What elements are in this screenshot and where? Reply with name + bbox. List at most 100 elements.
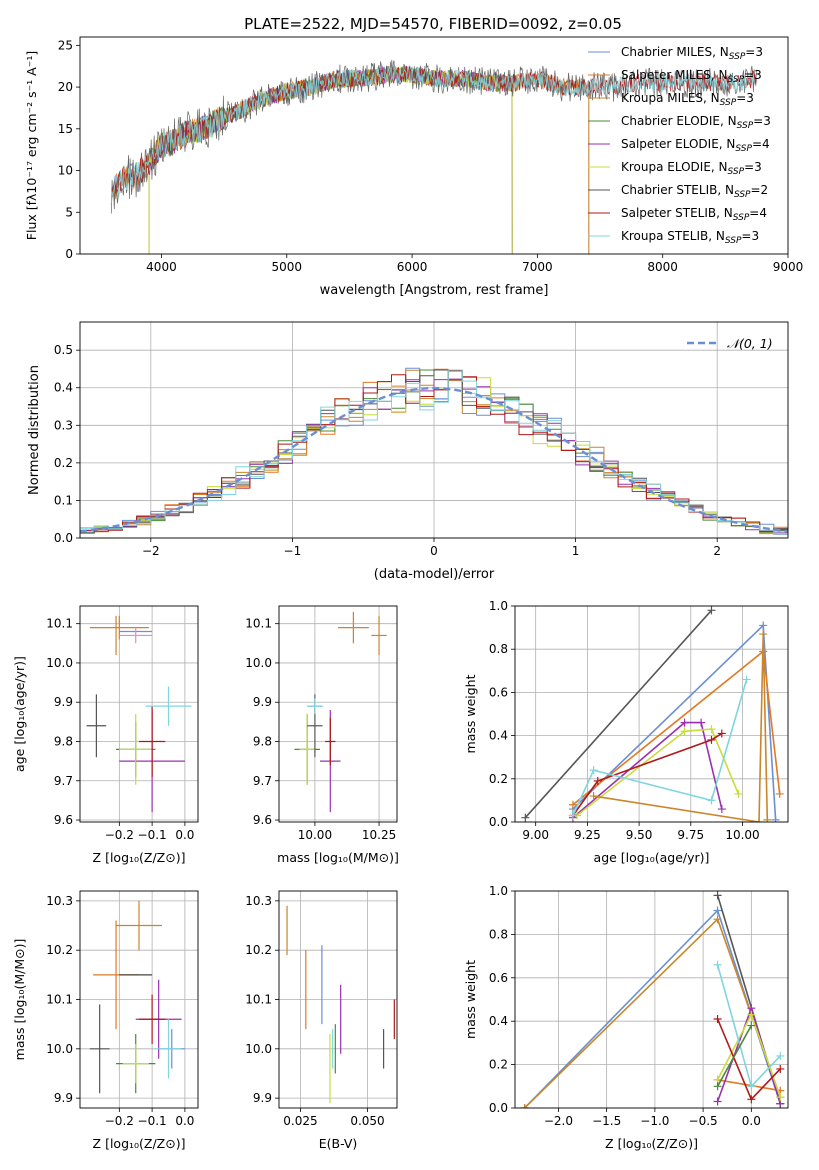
axes-frame	[278, 890, 398, 1109]
x-axis-label: (data-model)/error	[374, 567, 495, 582]
x-tick-label: 0.0	[742, 1114, 761, 1128]
axes-frame	[278, 605, 398, 823]
axes-frame	[79, 890, 199, 1109]
weight-marker	[755, 818, 764, 822]
weight-marker	[568, 811, 577, 820]
x-tick-label: 10.00	[725, 828, 759, 842]
x-tick-label: 0.025	[283, 1114, 317, 1128]
age_vs_Z-panel: −0.2 −0.1 0.0 9.6 9.7 9.8 9.9 10.0 10.1 Z [log₁₀(…	[12, 605, 199, 865]
weight-marker	[707, 796, 716, 805]
axes-frame	[79, 36, 789, 255]
x-axis-label: Z [log₁₀(Z/Z⊙)]	[605, 1136, 698, 1151]
data-point	[155, 1019, 182, 1079]
x-tick-label: 5000	[271, 260, 302, 274]
weight-marker	[734, 789, 743, 798]
x-tick-label: 10.25	[362, 828, 396, 842]
weight-series-line	[593, 634, 769, 822]
weight-marker	[776, 1064, 785, 1073]
weight-series-line	[572, 732, 723, 816]
weight-series-line	[576, 728, 740, 817]
y-tick-label: 0.4	[489, 729, 508, 743]
x-tick-label: 4000	[146, 260, 177, 274]
weight-marker	[759, 630, 768, 639]
x-axis-label: E(B-V)	[319, 1136, 358, 1151]
weight-marker	[680, 727, 689, 736]
y-tick-label: 0.4	[54, 381, 73, 395]
y-tick-label: 10.3	[46, 894, 73, 908]
legend-entry: Chabrier MILES, NSSP=3	[621, 45, 763, 62]
weight-series-line	[572, 679, 748, 816]
legend-entry: Salpeter ELODIE, NSSP=4	[621, 137, 770, 154]
y-tick-label: 0.6	[489, 971, 508, 985]
weight_vs_age-panel: 9.00 9.25 9.50 9.75 10.00 0.0 0.2 0.4 0.6 0.8 1.0 a…	[463, 599, 789, 865]
spectrum-panel: 4000 5000 6000 7000 8000 9000 0 5 10 15 20 25 wavele…	[24, 36, 804, 298]
weight-marker	[771, 815, 780, 822]
y-tick-label: 10.1	[245, 993, 272, 1007]
data-point	[122, 1043, 149, 1084]
y-tick-label: 9.7	[253, 774, 272, 788]
weight-series-line	[717, 1079, 781, 1092]
x-tick-label: −2	[142, 544, 160, 558]
y-tick-label: 10.3	[245, 894, 272, 908]
weight_vs_Z-panel: −2.0 −1.5 −1.0 −0.5 0.0 0.0 0.2 0.4 0.6 0.8 1.0 Z […	[463, 884, 789, 1151]
weight-marker	[713, 1015, 722, 1024]
y-tick-label: 1.0	[489, 884, 508, 898]
x-axis-label: Z [log₁₀(Z/Z⊙)]	[93, 850, 186, 865]
axes-frame	[79, 605, 199, 823]
x-tick-label: −1.5	[592, 1114, 621, 1128]
data-point	[338, 611, 369, 644]
weight-marker	[713, 1082, 722, 1091]
y-tick-label: 0.8	[489, 927, 508, 941]
x-tick-label: −0.1	[138, 828, 167, 842]
axes-frame	[514, 605, 789, 823]
legend: Chabrier MILES, NSSP=3 Salpeter MILES, NS…	[588, 45, 771, 246]
mass_vs_ebv-panel: 0.025 0.050 9.9 10.0 10.1 10.2 10.3 E(B-V)	[245, 890, 398, 1151]
legend-entry: 𝒩(0, 1)	[727, 336, 773, 351]
x-tick-label: 0.0	[175, 1114, 194, 1128]
y-axis-label: mass [log₁₀(M/M⊙)]	[12, 939, 27, 1061]
weight-marker	[717, 805, 726, 814]
x-tick-label: −1.0	[640, 1114, 669, 1128]
data-point	[325, 717, 336, 766]
data-point	[86, 694, 107, 758]
weight-marker	[568, 800, 577, 809]
figure-title: PLATE=2522, MJD=54570, FIBERID=0092, z=0…	[244, 15, 622, 33]
data-point	[145, 686, 192, 726]
y-tick-label: 0.4	[489, 1014, 508, 1028]
gaussian-curve	[80, 386, 788, 533]
weight-marker	[707, 725, 716, 734]
mass_vs_Z-panel: −0.2 −0.1 0.0 9.9 10.0 10.1 10.2 10.3 Z [log₁₀(Z…	[12, 890, 199, 1151]
legend-entry: Salpeter MILES, NSSP=3	[621, 68, 762, 85]
y-tick-label: 9.8	[253, 734, 272, 748]
x-tick-label: 10.00	[298, 828, 332, 842]
x-axis-label: Z [log₁₀(Z/Z⊙)]	[93, 1136, 186, 1151]
y-tick-label: 25	[58, 38, 73, 52]
x-tick-label: −0.2	[105, 1114, 134, 1128]
weight-marker	[589, 792, 598, 801]
x-tick-label: −1	[284, 544, 302, 558]
weight-marker	[707, 606, 716, 615]
y-tick-label: 0.2	[54, 456, 73, 470]
x-tick-label: 6000	[397, 260, 428, 274]
data-point	[139, 706, 166, 777]
x-tick-label: −2.0	[544, 1114, 573, 1128]
x-tick-label: −0.2	[105, 828, 134, 842]
weight-marker	[521, 813, 530, 822]
weight-marker	[742, 675, 751, 684]
y-axis-label: age [log₁₀(age/yr)]	[12, 656, 27, 772]
weight-marker	[520, 1104, 529, 1108]
data-point	[89, 1004, 110, 1094]
legend-entry: Chabrier ELODIE, NSSP=3	[621, 114, 771, 131]
y-tick-label: 5	[65, 205, 73, 219]
x-tick-label: 9000	[773, 260, 804, 274]
legend-entry: Kroupa STELIB, NSSP=3	[621, 229, 759, 246]
x-tick-label: 9.75	[677, 828, 704, 842]
age_vs_mass-panel: 10.00 10.25 9.6 9.7 9.8 9.9 10.0 10.1 mass [log₁…	[245, 605, 399, 865]
data-point	[307, 698, 323, 714]
weight-series-line	[524, 609, 713, 819]
weight-marker	[680, 718, 689, 727]
x-tick-label: 9.00	[522, 828, 549, 842]
y-tick-label: 0.2	[489, 1058, 508, 1072]
axes-frame	[514, 890, 789, 1109]
